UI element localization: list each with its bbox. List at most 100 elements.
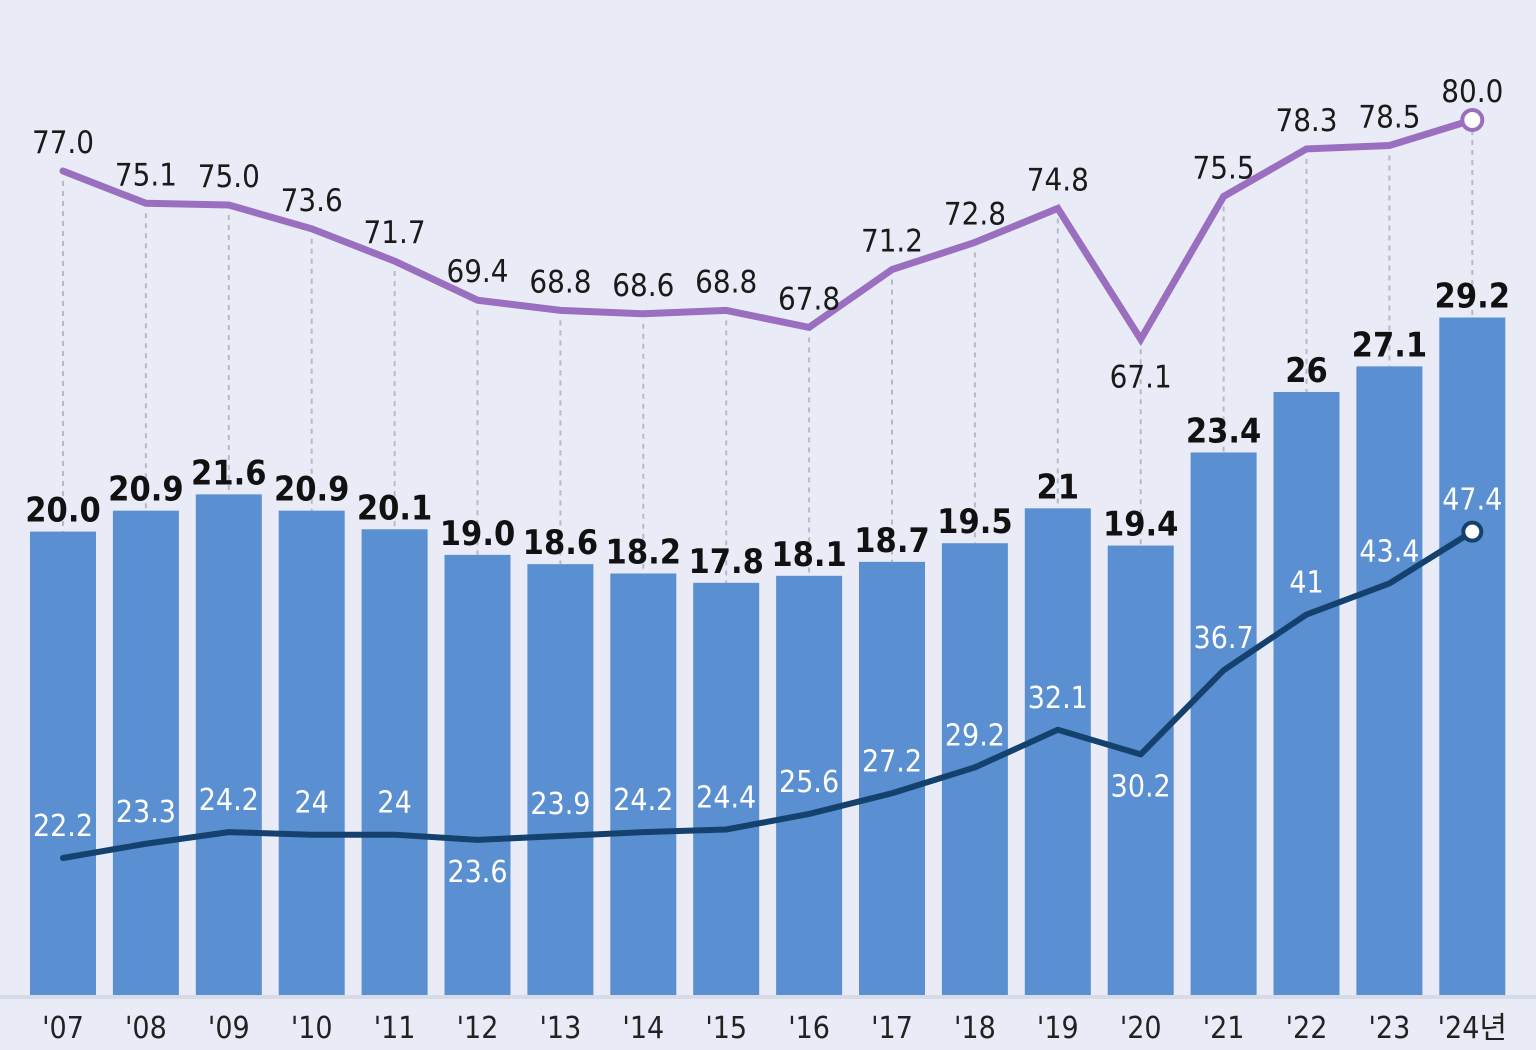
x-tick-label: '16 (788, 1011, 830, 1046)
purple-value-label: 74.8 (1027, 162, 1089, 198)
bar-value-label: 26 (1285, 351, 1328, 391)
purple-value-labels: 77.0 75.1 75.0 73.6 71.7 69.4 68.8 68.6 68.8 67.8… (32, 74, 1503, 395)
purple-value-label: 73.6 (281, 183, 343, 219)
bar (444, 554, 511, 997)
navy-value-label: 24.2 (613, 783, 673, 818)
purple-value-label: 71.2 (861, 224, 923, 260)
purple-value-label: 78.3 (1275, 103, 1337, 139)
bar-value-label: 18.2 (606, 532, 681, 572)
x-tick-label: '24년 (1438, 1011, 1507, 1046)
navy-value-label: 43.4 (1359, 534, 1419, 569)
guide-lines (62, 130, 1474, 583)
purple-value-label: 78.5 (1358, 100, 1420, 136)
bar-series (30, 317, 1506, 998)
x-tick-label: '11 (374, 1011, 416, 1046)
bar-value-label: 19.5 (937, 502, 1012, 542)
bar-value-label: 18.6 (523, 523, 598, 563)
x-tick-label: '20 (1120, 1011, 1162, 1046)
bar (1190, 452, 1257, 997)
navy-value-label: 41 (1289, 566, 1323, 601)
bar (776, 575, 843, 997)
purple-value-label: 69.4 (446, 254, 508, 290)
bar (1439, 317, 1506, 997)
navy-value-label: 36.7 (1194, 621, 1254, 656)
bar-value-label: 21 (1037, 467, 1080, 507)
navy-value-label: 29.2 (945, 718, 1005, 753)
navy-value-label: 32.1 (1028, 681, 1088, 716)
purple-value-label: 68.8 (529, 264, 591, 300)
navy-end-marker (1461, 520, 1484, 543)
bar-value-label: 20.9 (274, 470, 349, 510)
purple-value-label: 68.6 (612, 268, 674, 304)
purple-value-label: 68.8 (695, 264, 757, 300)
navy-value-label: 23.6 (447, 855, 507, 890)
navy-value-label: 30.2 (1111, 769, 1171, 804)
bar-value-label: 19.4 (1103, 505, 1178, 545)
purple-end-marker (1460, 108, 1485, 132)
bar (361, 529, 428, 997)
x-axis-tick-labels: '07 '08 '09 '10 '11 '12 '13 '14 '15 '16 '17 '18 '19 '… (42, 1011, 1507, 1046)
x-tick-label: '22 (1286, 1011, 1328, 1046)
navy-value-label: 47.4 (1442, 483, 1502, 518)
bar-value-label: 20.9 (108, 470, 183, 510)
purple-line-path (59, 116, 1476, 347)
purple-value-label: 75.5 (1193, 151, 1255, 187)
navy-value-label: 22.2 (33, 809, 93, 844)
navy-line-series (60, 520, 1484, 861)
bar (859, 561, 925, 997)
x-tick-label: '18 (954, 1011, 996, 1046)
bar-value-labels: 20.020.9 21.6 20.9 20.119.0 18.6 18.2 17.8 18.1… (25, 277, 1510, 582)
purple-value-label: 71.7 (364, 215, 426, 251)
bar (112, 510, 179, 997)
navy-value-label: 25.6 (779, 765, 839, 800)
bar-value-label: 18.7 (854, 521, 929, 561)
bar-value-label: 21.6 (191, 453, 266, 493)
bar-value-label: 18.1 (771, 535, 846, 575)
bar (1273, 391, 1340, 998)
bar-value-label: 19.0 (440, 514, 515, 554)
x-tick-label: '09 (208, 1011, 250, 1046)
purple-value-label: 67.1 (1110, 359, 1172, 395)
navy-value-label: 24 (295, 786, 329, 821)
x-tick-label: '21 (1203, 1011, 1245, 1046)
bar (1024, 508, 1091, 997)
purple-value-label: 67.8 (778, 281, 840, 317)
x-tick-label: '14 (622, 1011, 664, 1046)
bar (30, 531, 96, 997)
bar (195, 494, 262, 997)
navy-value-label: 24 (377, 786, 411, 821)
purple-value-label: 75.0 (198, 159, 260, 195)
x-tick-label: '17 (871, 1011, 913, 1046)
bar (527, 564, 594, 997)
bar (693, 582, 760, 997)
x-tick-label: '15 (705, 1011, 747, 1046)
x-tick-label: '07 (42, 1011, 84, 1046)
navy-value-label: 23.3 (116, 795, 176, 830)
x-tick-label: '10 (291, 1011, 333, 1046)
bar (1356, 366, 1423, 997)
bar (1107, 545, 1174, 997)
bar (278, 510, 345, 997)
purple-line-series (59, 108, 1485, 347)
bar-value-label: 27.1 (1352, 325, 1427, 365)
navy-value-label: 23.9 (530, 787, 590, 822)
bar-value-label: 29.2 (1435, 277, 1510, 317)
navy-value-labels: 22.2 23.3 24.2 24 24 23.6 23.9 24.2 24.4 25.6 27.2… (33, 483, 1502, 890)
purple-value-label: 80.0 (1441, 74, 1503, 110)
bar-value-label: 20.1 (357, 488, 432, 528)
purple-value-label: 72.8 (944, 196, 1006, 232)
navy-value-label: 27.2 (862, 744, 922, 779)
x-tick-label: '23 (1369, 1011, 1411, 1046)
x-tick-label: '13 (540, 1011, 582, 1046)
navy-value-label: 24.2 (199, 783, 259, 818)
navy-line-path (60, 528, 1476, 861)
x-tick-label: '12 (457, 1011, 499, 1046)
purple-value-label: 75.1 (115, 157, 177, 193)
navy-value-label: 24.4 (696, 781, 756, 816)
bar-value-label: 17.8 (688, 542, 763, 582)
x-tick-label: '08 (125, 1011, 167, 1046)
bar-value-label: 23.4 (1186, 411, 1261, 451)
x-tick-label: '19 (1037, 1011, 1079, 1046)
